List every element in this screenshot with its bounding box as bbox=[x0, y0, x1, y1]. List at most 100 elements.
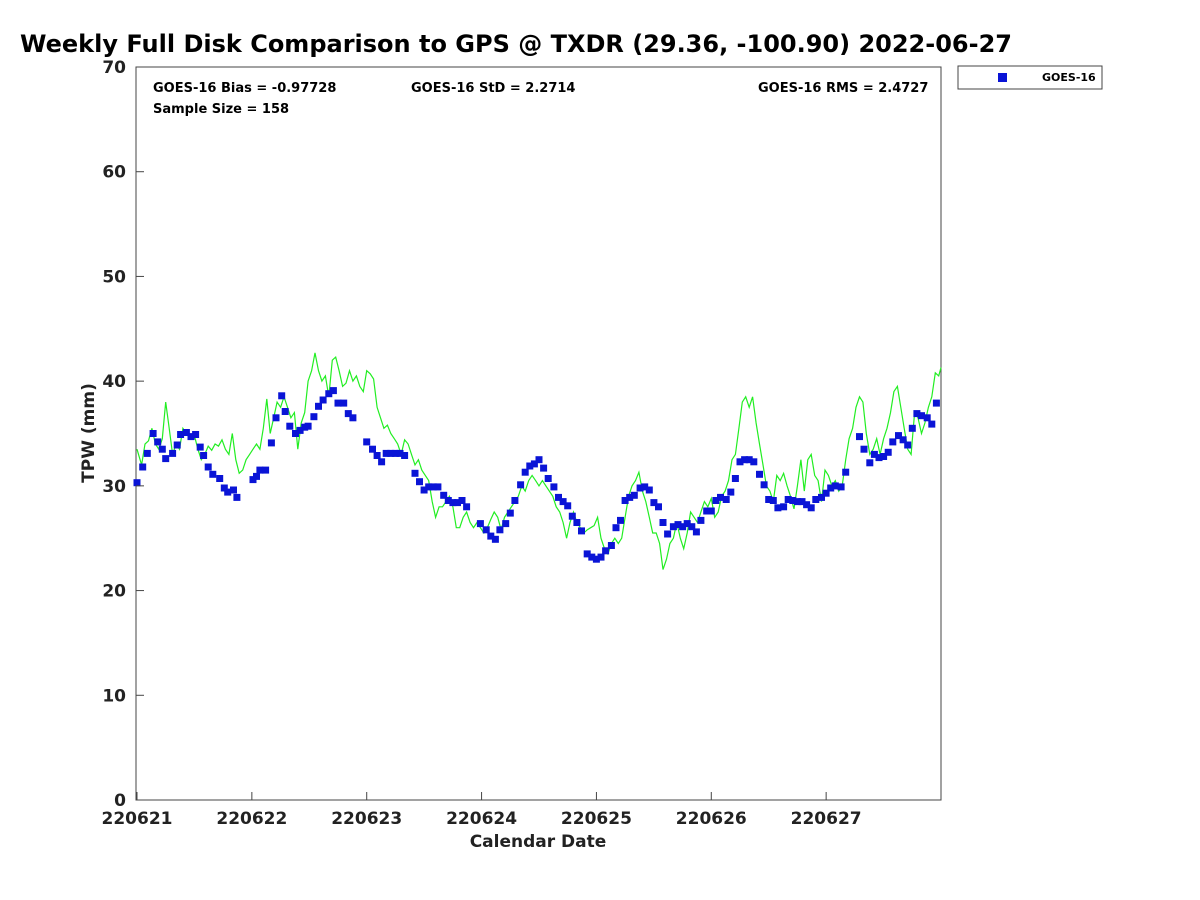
goes16-point bbox=[645, 486, 653, 494]
goes16-point bbox=[760, 481, 768, 489]
y-tick-label: 10 bbox=[102, 686, 126, 706]
goes16-point bbox=[712, 497, 720, 504]
x-tick-label: 220626 bbox=[676, 809, 747, 829]
goes16-point bbox=[602, 547, 610, 555]
goes16-point bbox=[233, 493, 241, 501]
goes16-point bbox=[793, 498, 801, 506]
goes16-point bbox=[133, 479, 141, 487]
goes16-point bbox=[310, 413, 318, 421]
goes16-point bbox=[192, 431, 200, 438]
legend-label-goes16: GOES-16 bbox=[1042, 71, 1096, 84]
goes16-point bbox=[870, 450, 878, 458]
stat-bias: GOES-16 Bias = -0.97728 bbox=[153, 81, 336, 96]
goes16-point bbox=[679, 523, 687, 531]
goes16-point bbox=[559, 498, 567, 506]
goes16-point bbox=[496, 526, 504, 534]
goes16-point bbox=[703, 507, 711, 515]
goes16-point bbox=[425, 483, 433, 491]
goes16-point bbox=[391, 449, 399, 457]
goes16-point bbox=[722, 496, 730, 503]
goes16-point bbox=[650, 499, 658, 507]
goes16-point bbox=[789, 497, 797, 504]
goes16-point bbox=[918, 412, 925, 420]
goes16-point bbox=[932, 399, 940, 407]
goes16-point bbox=[411, 469, 419, 477]
stat-rms: GOES-16 RMS = 2.4727 bbox=[758, 81, 928, 96]
goes16-point bbox=[617, 516, 624, 524]
goes16-point bbox=[688, 523, 696, 531]
goes16-point bbox=[588, 553, 596, 561]
goes16-point bbox=[517, 481, 525, 489]
goes16-point bbox=[913, 410, 921, 418]
goes16-point bbox=[230, 486, 237, 494]
goes16-point bbox=[382, 449, 390, 457]
y-tick-label: 60 bbox=[102, 163, 126, 183]
y-tick-label: 0 bbox=[114, 791, 126, 811]
goes16-point bbox=[454, 499, 461, 507]
y-tick-label: 70 bbox=[102, 58, 126, 78]
goes16-point bbox=[550, 483, 558, 491]
goes16-point bbox=[889, 438, 897, 446]
goes16-point bbox=[564, 502, 572, 510]
goes16-point bbox=[177, 431, 185, 438]
goes16-point bbox=[334, 399, 342, 407]
x-axis: 220621 220622 220623 220624 220625 220626 2206… bbox=[102, 792, 862, 829]
goes16-point bbox=[578, 527, 585, 535]
goes-series-layer bbox=[133, 387, 940, 563]
goes16-point bbox=[196, 443, 204, 451]
goes16-point bbox=[803, 501, 811, 509]
goes16-point bbox=[540, 464, 548, 472]
goes16-point bbox=[325, 390, 333, 398]
goes16-point bbox=[895, 432, 902, 440]
goes16-point bbox=[636, 484, 644, 492]
goes16-point bbox=[750, 458, 758, 466]
goes16-point bbox=[717, 493, 724, 501]
goes16-point bbox=[612, 524, 620, 532]
goes16-point bbox=[444, 497, 452, 504]
goes16-point bbox=[363, 438, 371, 446]
goes16-point bbox=[780, 503, 788, 511]
goes16-point bbox=[535, 456, 543, 464]
goes16-point bbox=[607, 542, 615, 549]
stat-sample-size: Sample Size = 158 bbox=[153, 102, 289, 117]
goes16-point bbox=[262, 466, 270, 474]
goes16-point bbox=[506, 509, 514, 517]
goes16-point bbox=[319, 396, 327, 404]
goes16-point bbox=[220, 484, 228, 492]
goes16-point bbox=[154, 438, 162, 446]
goes16-point bbox=[216, 475, 224, 482]
goes16-point bbox=[745, 456, 753, 464]
goes16-point bbox=[597, 553, 605, 561]
goes16-point bbox=[822, 489, 830, 497]
goes16-point bbox=[340, 399, 348, 407]
x-tick-label: 220624 bbox=[446, 809, 517, 829]
goes16-point bbox=[692, 528, 700, 536]
goes16-point bbox=[281, 408, 289, 415]
goes16-point bbox=[812, 496, 820, 503]
goes16-point bbox=[626, 493, 634, 501]
goes16-point bbox=[526, 462, 534, 470]
goes16-point bbox=[278, 392, 286, 400]
x-tick-label: 220623 bbox=[331, 809, 402, 829]
goes16-point bbox=[884, 448, 892, 456]
goes16-point bbox=[521, 468, 529, 476]
goes16-point bbox=[387, 449, 395, 457]
goes16-point bbox=[429, 483, 437, 491]
goes16-point bbox=[440, 491, 448, 499]
goes16-point bbox=[592, 555, 600, 563]
goes16-point bbox=[349, 414, 357, 422]
goes16-point bbox=[204, 463, 212, 471]
goes16-point bbox=[568, 512, 576, 520]
goes16-point bbox=[583, 550, 591, 558]
goes16-point bbox=[487, 532, 495, 540]
goes16-point bbox=[669, 523, 677, 531]
y-axis: 0 10 20 30 40 50 60 70 bbox=[102, 58, 144, 811]
goes16-point bbox=[187, 433, 195, 441]
goes16-point bbox=[296, 426, 304, 434]
goes16-point bbox=[655, 503, 662, 511]
goes16-point bbox=[224, 488, 232, 496]
goes16-point bbox=[683, 520, 691, 528]
goes16-point bbox=[765, 496, 773, 503]
x-tick-label: 220621 bbox=[102, 809, 173, 829]
goes16-point bbox=[899, 436, 907, 444]
